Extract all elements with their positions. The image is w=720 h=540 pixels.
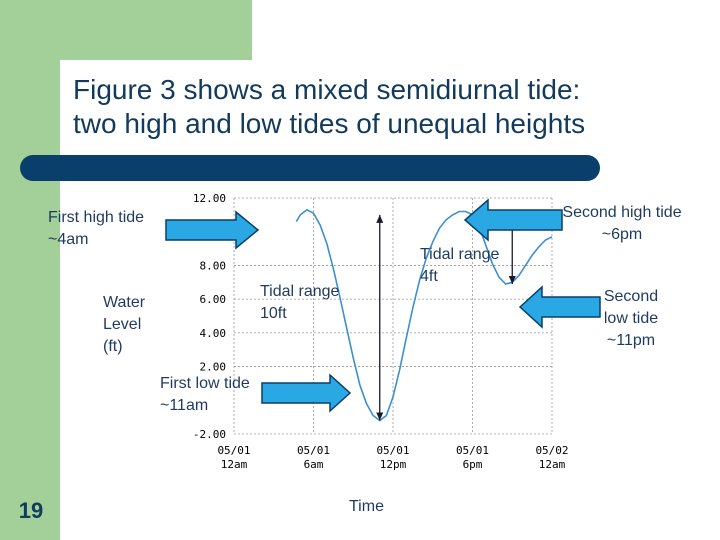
slide-title: Figure 3 shows a mixed semidiurnal tide:…	[73, 73, 693, 141]
x-tick-label-time: 6am	[304, 458, 324, 471]
x-tick-label-time: 12pm	[380, 458, 407, 471]
first-high-tide-label: First high tide ~4am	[48, 207, 144, 251]
tidal-range-arrowhead-bottom	[376, 412, 384, 421]
water-level-axis-label: Water Level (ft)	[103, 292, 145, 358]
x-tick-label-time: 6pm	[463, 458, 483, 471]
first-high-tide-text: First high tide	[48, 209, 145, 226]
second-high-tide-label: Second high tide ~6pm	[552, 202, 692, 246]
second-low-tide-time: ~11pm	[606, 332, 656, 349]
title-underline-bar	[20, 155, 600, 181]
second-high-tide-text: Second high tide	[562, 204, 682, 221]
first-high-tide-time: ~4am	[48, 231, 89, 248]
y-tick-label: 8.00	[200, 259, 227, 272]
x-tick-label-time: 12am	[221, 458, 248, 471]
title-line-1: Figure 3 shows a mixed semidiurnal tide:	[73, 74, 581, 105]
y-tick-label: -2.00	[193, 428, 226, 441]
tidal-range-10ft-value: 10ft	[260, 305, 287, 322]
water-level-text-2: Level	[103, 316, 142, 333]
green-side-band	[0, 0, 60, 540]
tidal-range-4ft-text: Tidal range	[420, 246, 500, 263]
y-tick-label: 4.00	[200, 327, 227, 340]
y-tick-label: 6.00	[200, 293, 227, 306]
water-level-text-1: Water	[103, 294, 146, 311]
tidal-range-markers	[376, 211, 516, 421]
first-low-tide-label: First low tide ~11am	[160, 373, 250, 417]
x-tick-label-time: 12am	[539, 458, 566, 471]
x-tick-label-date: 05/01	[376, 444, 409, 457]
chart-tick-labels: -2.002.004.006.008.0012.0005/0112am05/01…	[193, 192, 569, 471]
x-tick-label-date: 05/02	[535, 444, 568, 457]
water-level-unit: (ft)	[103, 338, 123, 355]
annotation-arrows	[165, 198, 601, 413]
first-low-tide-text: First low tide	[160, 375, 250, 392]
y-tick-label: 2.00	[200, 361, 227, 374]
second-low-tide-text-2: low tide	[603, 310, 659, 327]
content-area	[60, 60, 720, 540]
tidal-range-10ft-label: Tidal range 10ft	[260, 281, 339, 325]
green-top-band	[0, 0, 252, 60]
time-axis-label: Time	[349, 498, 384, 515]
second-high-arrow	[463, 198, 563, 242]
first-low-arrow	[261, 373, 352, 413]
tidal-range-10ft-text: Tidal range	[260, 283, 340, 300]
second-low-tide-text-1: Second	[603, 288, 659, 305]
first-high-arrow	[165, 210, 260, 250]
x-tick-label-date: 05/01	[297, 444, 330, 457]
y-tick-label: 12.00	[193, 192, 226, 205]
tidal-range-4ft-label: Tidal range 4ft	[420, 244, 499, 288]
tidal-range-arrowhead-top	[376, 214, 384, 223]
tide-curve-series	[295, 208, 553, 422]
second-low-tide-label: Second low tide ~11pm	[598, 286, 664, 352]
second-high-tide-time: ~6pm	[601, 226, 643, 243]
second-low-arrow	[518, 285, 601, 329]
x-tick-label-date: 05/01	[217, 444, 250, 457]
first-low-tide-time: ~11am	[160, 397, 209, 414]
title-line-2: two high and low tides of unequal height…	[73, 108, 586, 139]
tidal-range-4ft-value: 4ft	[420, 268, 438, 285]
tidal-range-arrowhead-bottom	[508, 275, 516, 284]
slide-number: 19	[18, 498, 44, 523]
x-tick-label-date: 05/01	[456, 444, 489, 457]
